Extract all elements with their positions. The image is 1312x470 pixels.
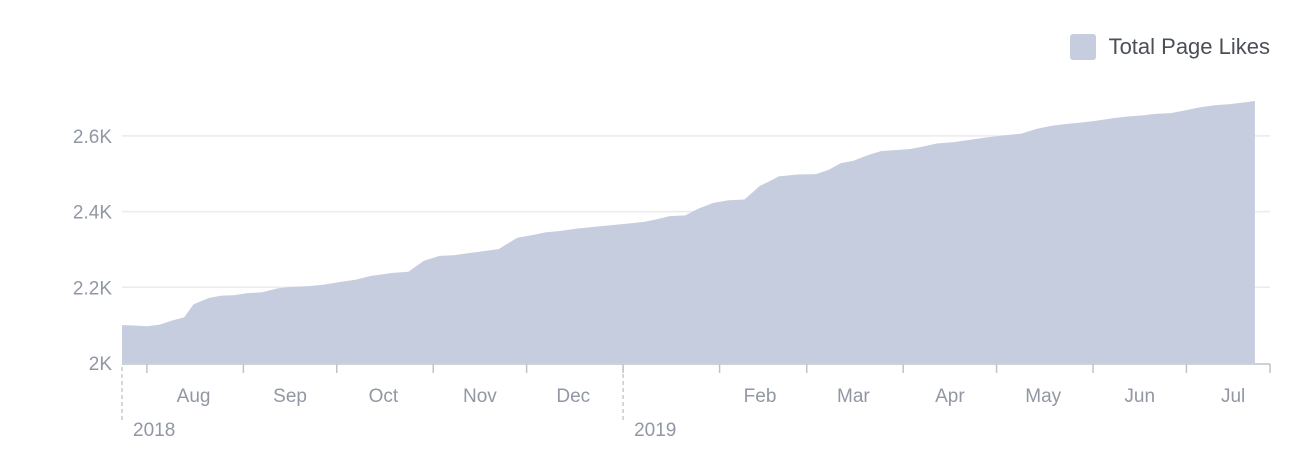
x-tick-label: Dec — [556, 386, 590, 407]
x-axis — [122, 363, 1271, 373]
y-axis-labels: 2K 2.2K 2.4K 2.6K — [73, 127, 112, 375]
y-tick-label: 2.6K — [73, 127, 112, 148]
legend-label: Total Page Likes — [1108, 34, 1270, 59]
x-tick-label: Sep — [273, 386, 307, 407]
year-label: 2019 — [634, 420, 676, 441]
x-tick-label: Mar — [837, 386, 870, 407]
x-tick-label: May — [1025, 386, 1061, 407]
x-tick-label: Jun — [1124, 386, 1155, 407]
x-tick-label: Aug — [177, 386, 211, 407]
x-tick-label: Nov — [463, 386, 497, 407]
year-markers: 2018 2019 — [121, 367, 676, 441]
area-series-total-page-likes — [122, 101, 1255, 363]
y-tick-label: 2.4K — [73, 203, 112, 224]
legend[interactable]: Total Page Likes — [1069, 34, 1270, 60]
x-tick-label: Feb — [744, 386, 777, 407]
legend-swatch — [1069, 34, 1096, 60]
x-axis-labels: Aug Sep Oct Nov Dec Feb Mar Apr May Jun Jul — [177, 386, 1246, 407]
area-series — [122, 101, 1255, 363]
x-tick-label: Oct — [369, 386, 399, 407]
y-tick-label: 2K — [89, 354, 113, 375]
year-label: 2018 — [133, 420, 175, 441]
x-tick-label: Apr — [935, 386, 965, 407]
x-tick-label: Jul — [1221, 386, 1245, 407]
y-tick-label: 2.2K — [73, 278, 112, 299]
